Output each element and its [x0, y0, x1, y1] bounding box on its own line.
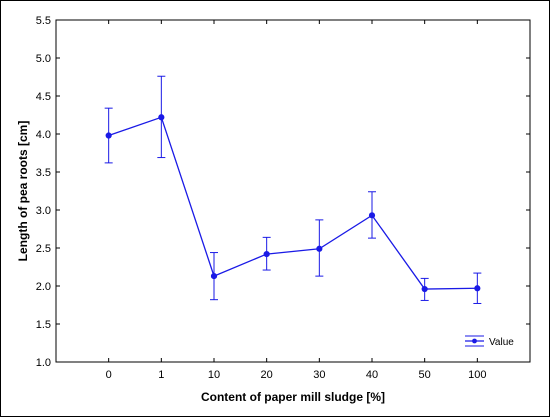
- legend: Value: [457, 331, 521, 351]
- y-tick-label: 3.5: [36, 167, 51, 179]
- plot-area: [55, 19, 531, 363]
- legend-label: Value: [489, 337, 514, 348]
- x-tick-label: 20: [261, 369, 273, 381]
- x-axis-label: Content of paper mill sludge [%]: [201, 390, 385, 404]
- data-point: [105, 132, 112, 139]
- y-tick-label: 4.0: [36, 129, 51, 141]
- x-tick-label: 50: [419, 369, 431, 381]
- legend-swatch: [465, 335, 484, 347]
- x-axis: 0 1 10 20 30 40 50 100: [106, 20, 487, 381]
- y-tick-label: 3.0: [36, 205, 51, 217]
- series-line: [108, 116, 478, 290]
- data-point: [368, 212, 376, 219]
- y-tick-label: 4.5: [36, 91, 51, 103]
- legend-marker: [472, 338, 477, 344]
- series-layer: [104, 75, 482, 304]
- x-tick-label: 0: [106, 369, 112, 381]
- y-tick-label: 5.0: [36, 53, 51, 65]
- data-point: [421, 285, 428, 293]
- x-tick-label: 40: [366, 369, 378, 381]
- data-point: [474, 285, 481, 292]
- data-point: [263, 250, 270, 258]
- y-tick-label: 2.0: [36, 281, 51, 293]
- y-tick-label: 5.5: [36, 15, 51, 27]
- x-tick-label: 1: [158, 369, 164, 381]
- data-point: [210, 273, 218, 280]
- x-tick-label: 30: [313, 369, 325, 381]
- y-axis-label: Length of pea roots [cm]: [16, 121, 30, 262]
- y-tick-label: 1.5: [36, 319, 51, 331]
- y-tick-label: 2.5: [36, 243, 51, 255]
- x-tick-label: 10: [208, 369, 220, 381]
- data-point: [158, 114, 165, 121]
- x-tick-label: 100: [468, 369, 486, 381]
- y-tick-label: 1.0: [36, 357, 51, 369]
- data-point: [316, 245, 323, 252]
- y-axis: 1.0 1.5 2.0 2.5 3.0 3.5 4.0 4.5 5.0 5.5: [36, 15, 530, 369]
